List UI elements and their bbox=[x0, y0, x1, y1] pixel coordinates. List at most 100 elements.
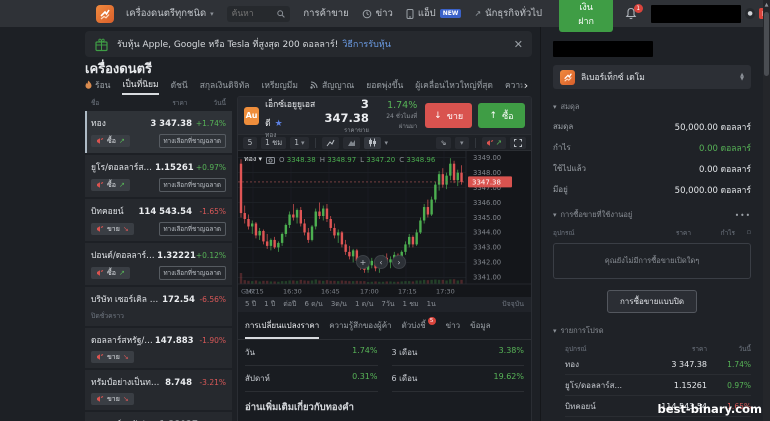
favorite-row[interactable]: ทอง 3 347.38 1.74% bbox=[565, 354, 751, 375]
instrument-price: 3 347.38 bbox=[150, 119, 192, 129]
range-5[interactable]: 3ด/น bbox=[330, 300, 347, 308]
range-6[interactable]: 1 ด/น bbox=[354, 300, 374, 308]
favorite-row[interactable]: บิทคอยน์ 114 543.54 -1.65% bbox=[565, 396, 751, 417]
tab-9[interactable]: ความผันผวนสูงสุด (1 วัน) bbox=[505, 78, 532, 95]
deposit-button[interactable]: เงินฝาก bbox=[559, 0, 614, 32]
chart-nav-controls: + ‹ › bbox=[356, 255, 406, 269]
drawing-tool-button[interactable]: ⇘ bbox=[436, 136, 451, 149]
chart-tab-1[interactable]: การเปลี่ยนแปลงราคา bbox=[245, 319, 320, 339]
candle-chart-type-button[interactable] bbox=[363, 136, 381, 149]
signal-widget-button[interactable]: ↗ bbox=[481, 136, 506, 149]
active-trades-header[interactable]: ▾ การซื้อขายที่ใช้งานอยู่ ••• bbox=[553, 209, 751, 221]
timeframe-1h-button[interactable]: 1 ชม bbox=[261, 136, 287, 149]
scroll-up-arrow[interactable]: ▲ bbox=[764, 2, 769, 8]
line-chart-type-button[interactable] bbox=[321, 136, 339, 149]
camera-icon[interactable] bbox=[266, 156, 275, 164]
favorites-header[interactable]: ▾ รายการโปรด bbox=[553, 325, 751, 337]
pan-right-button[interactable]: › bbox=[392, 255, 406, 269]
timeframe-5-button[interactable]: 5 bbox=[243, 136, 257, 149]
smart-choice-badge: ทางเลือกที่ชาญฉลาด bbox=[158, 178, 226, 192]
instrument-row[interactable]: บริษัท เซอร์เคิล อิน... 172.54 -6.56% ปิดชั… bbox=[85, 287, 232, 326]
range-current[interactable]: ปัจจุบัน bbox=[502, 300, 524, 308]
tab-1[interactable]: ร้อน bbox=[85, 78, 110, 95]
chart-tab-3[interactable]: ตัวบ่งชี้ 5 bbox=[402, 317, 436, 339]
tabs-scroll-right[interactable]: › bbox=[519, 76, 533, 94]
range-bar: 5 ปี 1 ปี ต่อปี 6 ด/น 3ด/น 1 ด/น 7วัน 1 ชม 1น ปัจ… bbox=[238, 297, 531, 312]
tab-2[interactable]: เป็นที่นิยม bbox=[122, 78, 159, 95]
legend-symbol[interactable]: ทอง ▾ bbox=[244, 155, 262, 163]
instrument-row[interactable]: ยูโร/ดอลลาร์สหรัฐ 1.15261 +0.97% ซื้อ ↗ ทางเล… bbox=[85, 155, 232, 197]
close-icon[interactable]: ✕ bbox=[513, 37, 523, 51]
favorite-row[interactable]: ทรัมป์อย่างเป็นท...8.748-3.21% bbox=[565, 417, 751, 421]
balance-section-header[interactable]: ▾ สมดุล bbox=[553, 101, 751, 113]
area-chart-type-button[interactable] bbox=[342, 136, 360, 149]
quick-sell-button[interactable]: ขาย ↘ bbox=[91, 393, 134, 405]
candlestick-chart[interactable]: 3349.00 3348.00 3347.00 3346.00 3345.00 3344.… bbox=[238, 151, 531, 297]
tab-4[interactable]: สกุลเงินดิจิทัล bbox=[200, 78, 250, 95]
chart-tab-label: ข้อมูล bbox=[470, 321, 491, 330]
quick-sell-button[interactable]: ขาย ↘ bbox=[91, 223, 134, 235]
profile-dot-icon[interactable]: ● bbox=[744, 8, 756, 19]
account-selector[interactable]: ลิเบอร์เท็กซ์ เดโม ▲ ▼ bbox=[553, 65, 751, 89]
tab-8[interactable]: ผู้เคลื่อนไหวใหญ่ที่สุด bbox=[415, 78, 493, 95]
range-4[interactable]: 6 ด/น bbox=[304, 300, 323, 308]
sell-button[interactable]: ↓ ขาย bbox=[425, 103, 473, 128]
nav-trade[interactable]: การค้าขาย bbox=[303, 6, 348, 21]
quick-buy-button[interactable]: ซื้อ ↗ bbox=[91, 135, 130, 147]
range-9[interactable]: 1น bbox=[426, 300, 436, 308]
chart-tab-4[interactable]: ข่าว bbox=[446, 319, 460, 339]
range-2[interactable]: 1 ปี bbox=[264, 300, 276, 308]
scrollbar-thumb[interactable] bbox=[764, 12, 769, 76]
instrument-price: 8.748 bbox=[165, 378, 192, 388]
tab-3[interactable]: ดัชนี bbox=[171, 78, 188, 95]
instrument-row[interactable]: ดอลลาร์สหรัฐ/เยน 147.883 -1.90% ขาย ↘ bbox=[85, 328, 232, 368]
nav-investors[interactable]: ↗ นักธุรกิจทั่วไป bbox=[474, 6, 542, 21]
favorite-row[interactable]: ยูโร/ดอลลาร์ส... 1.15261 0.97% bbox=[565, 375, 751, 396]
favorite-name: ยูโร/ดอลลาร์ส... bbox=[565, 380, 623, 390]
more-options-icon[interactable]: ••• bbox=[734, 210, 751, 220]
range-1[interactable]: 5 ปี bbox=[245, 300, 257, 308]
search-input[interactable] bbox=[231, 8, 278, 19]
banner-link[interactable]: วิธีการรับหุ้น bbox=[342, 40, 391, 50]
closed-trades-button[interactable]: การซื้อขายแบบปิด bbox=[606, 290, 698, 313]
pan-left-button[interactable]: ‹ bbox=[374, 255, 388, 269]
instrument-row[interactable]: บิทคอยน์ 114 543.54 -1.65% ขาย ↘ ทางเลือกที่ช… bbox=[85, 199, 232, 241]
instrument-row[interactable]: ทรัมป์อย่างเป็นทางก...8.748 -3.21% ขาย↘ bbox=[85, 370, 232, 410]
drawing-tool-dropdown[interactable]: ▾ bbox=[454, 136, 469, 149]
chart-tab-2[interactable]: ความรู้สึกของผู้ค้า bbox=[329, 319, 391, 339]
quick-buy-button[interactable]: ซื้อ ↗ bbox=[91, 267, 130, 279]
fullscreen-button[interactable] bbox=[510, 136, 526, 149]
balance-row: มีอยู่ 50,000.00 ดอลลาร์ bbox=[553, 183, 751, 197]
tab-7[interactable]: ยอดพุ่งขึ้น bbox=[366, 78, 403, 95]
range-8[interactable]: 1 ชม bbox=[402, 300, 419, 308]
instrument-row[interactable]: ดอลลาร์สหรัฐ/ดอลล...1.38027-0.38%ขาย↘ bbox=[85, 412, 232, 421]
nav-apps[interactable]: แอ็ป NEW bbox=[406, 6, 462, 21]
svg-text:16:15: 16:15 bbox=[245, 288, 264, 296]
nav-instruments-menu[interactable]: เครื่องดนตรีทุกชนิด ▾ bbox=[126, 6, 214, 21]
chart-tab-5[interactable]: ข้อมูล bbox=[470, 319, 490, 339]
range-7[interactable]: 7วัน bbox=[381, 300, 395, 308]
chart-type-dropdown[interactable]: ▾ bbox=[384, 138, 389, 147]
buy-button[interactable]: ↑ ซื้อ bbox=[478, 103, 525, 128]
signal-icon bbox=[310, 81, 319, 89]
chart-area[interactable]: ทอง ▾ O 3348.38 H 3348.97 L 3347.20 C 33… bbox=[238, 151, 531, 297]
period-select[interactable]: 1 ▾ bbox=[290, 136, 309, 149]
tab-5[interactable]: เหรียญมีม bbox=[261, 78, 298, 95]
page-scrollbar[interactable]: ▲ bbox=[763, 0, 770, 421]
tab-6[interactable]: สัญญาณ bbox=[310, 78, 354, 95]
zoom-in-button[interactable]: + bbox=[356, 255, 370, 269]
instrument-row[interactable]: ปอนด์/ดอลลาร์สหรัฐ1.32221+0.12% ซื้อ↗ ทางเ… bbox=[85, 243, 232, 285]
notifications-button[interactable]: 1 bbox=[625, 3, 643, 21]
perf-label: วัน bbox=[245, 348, 255, 357]
favorite-star-icon[interactable]: ★ bbox=[274, 118, 283, 129]
instrument-row[interactable]: ทอง 3 347.38 +1.74% ซื้อ ↗ ทางเลือกที่ชาญฉลาด bbox=[85, 111, 232, 153]
nav-news[interactable]: ข่าว bbox=[362, 6, 393, 21]
account-panel: ลิเบอร์เท็กซ์ เดโม ▲ ▼ ▾ สมดุล สมดุล 50,00… bbox=[540, 27, 763, 421]
range-3[interactable]: ต่อปี bbox=[283, 300, 297, 308]
quick-sell-button[interactable]: ขาย ↘ bbox=[91, 351, 134, 363]
brand-logo-icon[interactable] bbox=[96, 4, 114, 23]
profit-toggle-icon[interactable]: ▫ bbox=[746, 228, 751, 236]
action-label: ซื้อ bbox=[107, 136, 116, 145]
quick-buy-button[interactable]: ซื้อ ↗ bbox=[91, 179, 130, 191]
search-box[interactable] bbox=[226, 5, 291, 22]
